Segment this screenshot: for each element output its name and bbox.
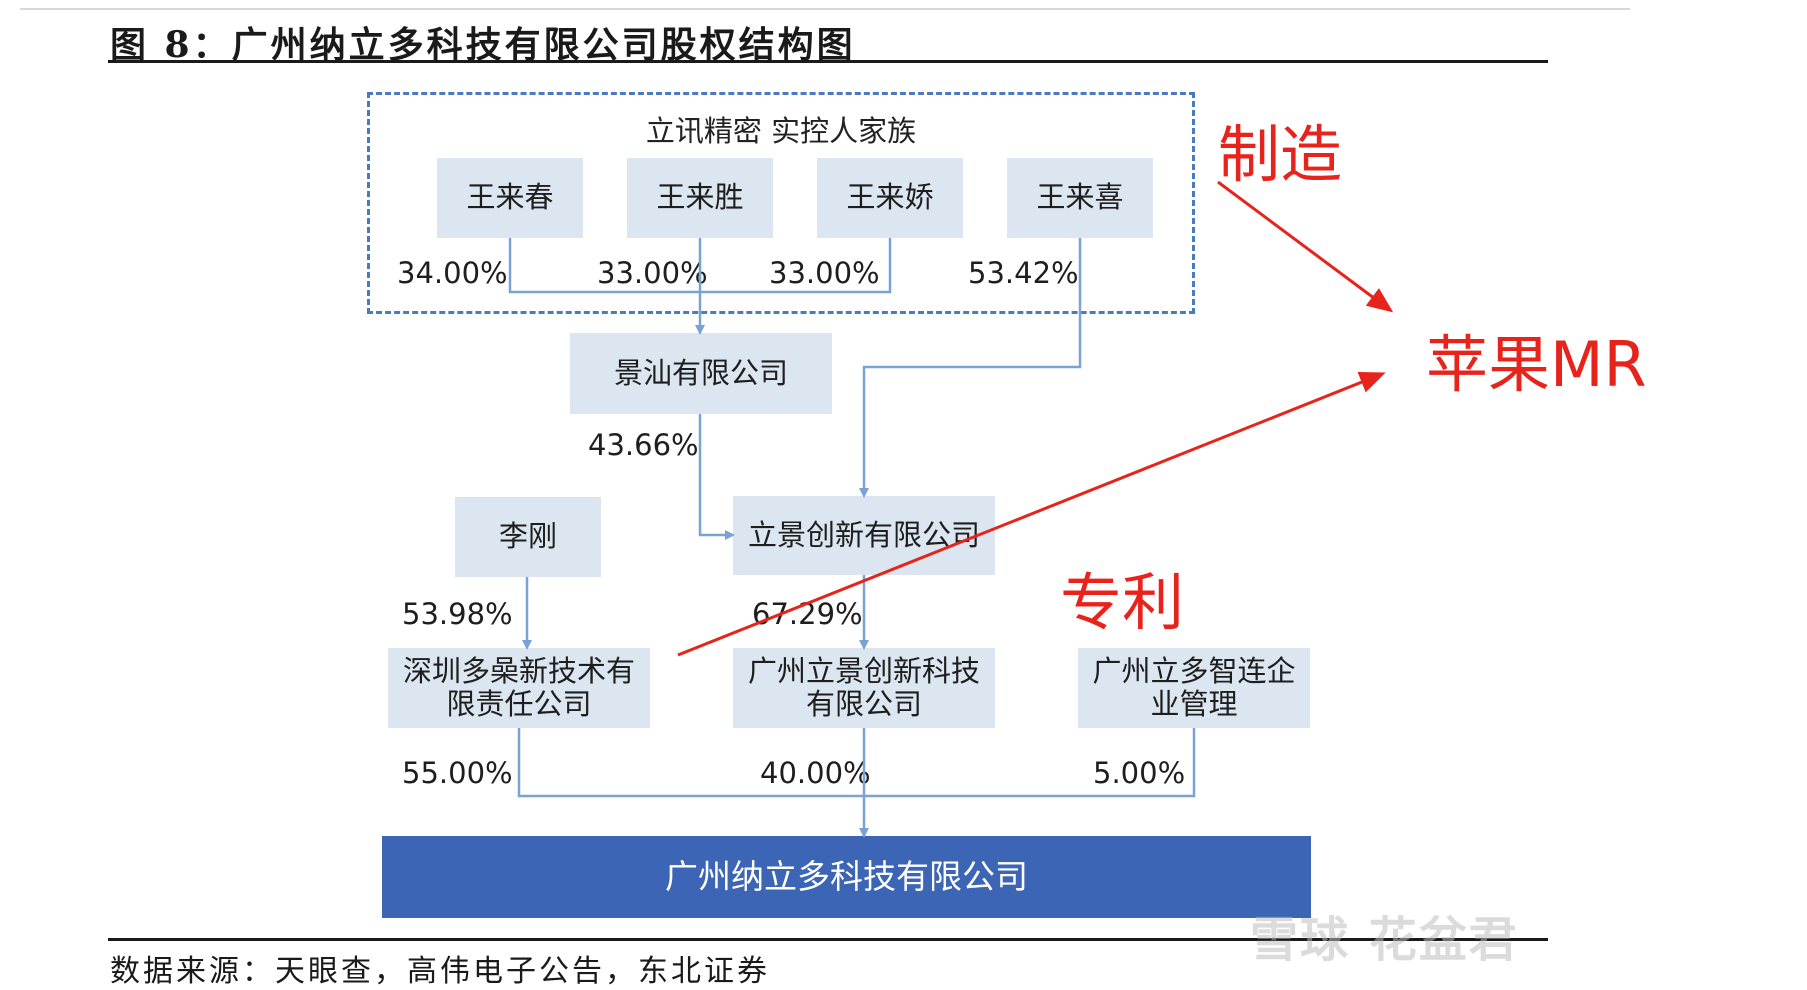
pct-wang-laijiao: 33.00% bbox=[769, 256, 880, 290]
pct-wang-laixi: 53.42% bbox=[968, 256, 1079, 290]
member-wang-laisheng: 王来胜 bbox=[627, 158, 773, 238]
data-source: 数据来源：天眼查，高伟电子公告，东北证券 bbox=[110, 954, 770, 989]
pct-duocao-to-target: 55.00% bbox=[402, 756, 513, 790]
watermark: 雪球 花盆君 bbox=[1250, 912, 1519, 968]
entity-lijing-innovation: 立景创新有限公司 bbox=[733, 496, 995, 575]
entity-guangzhou-liduo: 广州立多智连企业管理 bbox=[1078, 648, 1310, 728]
pct-gzlijing-to-target: 40.00% bbox=[760, 756, 871, 790]
top-divider bbox=[20, 8, 1630, 10]
annotation-manufacture: 制造 bbox=[1218, 118, 1343, 191]
connector-wanglaixi-to-lijing bbox=[859, 238, 1082, 498]
pct-ligang-to-duocao: 53.98% bbox=[402, 597, 513, 631]
annotation-apple-mr: 苹果MR bbox=[1426, 328, 1647, 401]
member-wang-laijiao: 王来娇 bbox=[817, 158, 963, 238]
entity-jingshan: 景汕有限公司 bbox=[570, 333, 832, 414]
red-arrow-manufacture bbox=[1217, 180, 1394, 313]
pct-gzliduo-to-target: 5.00% bbox=[1093, 756, 1186, 790]
entity-target-company: 广州纳立多科技有限公司 bbox=[382, 836, 1311, 918]
member-wang-laichun: 王来春 bbox=[437, 158, 583, 238]
entity-shenzhen-duocao: 深圳多喿新技术有限责任公司 bbox=[388, 648, 650, 728]
footer-rule bbox=[108, 938, 1548, 941]
family-group-frame bbox=[367, 92, 1195, 314]
entity-li-gang: 李刚 bbox=[455, 497, 601, 577]
title-underline bbox=[108, 60, 1548, 63]
pct-jingshan-to-lijing: 43.66% bbox=[588, 428, 699, 462]
connector-jingshan-to-lijing bbox=[698, 414, 735, 540]
family-group-title: 立讯精密 实控人家族 bbox=[645, 114, 917, 148]
annotation-patent: 专利 bbox=[1060, 566, 1185, 639]
member-wang-laixi: 王来喜 bbox=[1007, 158, 1153, 238]
entity-guangzhou-lijing: 广州立景创新科技有限公司 bbox=[733, 648, 995, 728]
pct-wang-laichun: 34.00% bbox=[397, 256, 508, 290]
figure-title: 图 8：广州纳立多科技有限公司股权结构图 bbox=[110, 24, 856, 66]
red-arrow-patent bbox=[677, 371, 1386, 657]
pct-wang-laisheng: 33.00% bbox=[597, 256, 708, 290]
connector-holders-sum bbox=[517, 728, 1196, 798]
